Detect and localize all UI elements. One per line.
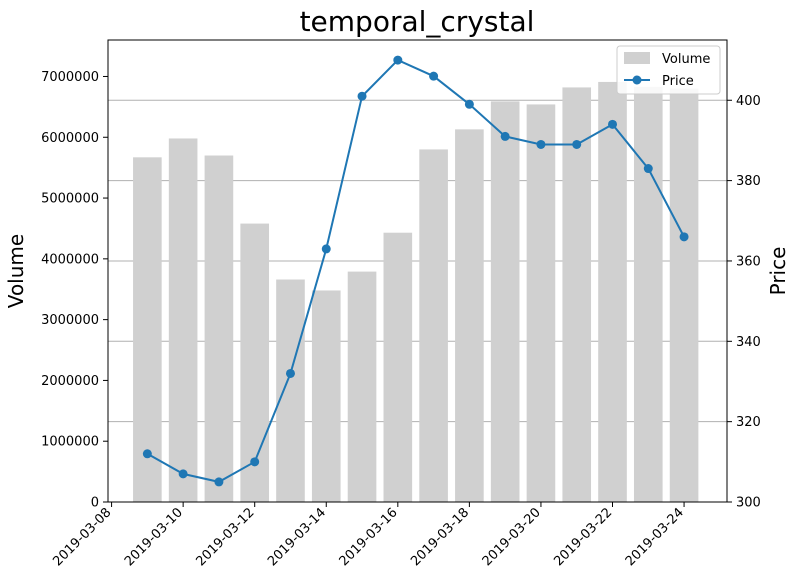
x-tick-label: 2019-03-16 <box>337 505 401 569</box>
x-tick-label: 2019-03-08 <box>50 505 114 569</box>
plot-frame <box>107 39 728 503</box>
price-point <box>464 99 474 109</box>
price-line <box>146 58 685 483</box>
y2-tick-label: 320 <box>736 415 761 430</box>
y-axis-label: Volume <box>4 234 28 308</box>
price-point <box>393 55 403 65</box>
price-point <box>178 469 188 479</box>
y-tick-label: 2000000 <box>41 374 99 389</box>
volume-bars <box>133 81 699 503</box>
y-tick-label: 6000000 <box>41 131 99 146</box>
y2-axis-label: Price <box>766 247 790 296</box>
price-point <box>321 244 331 254</box>
volume-bar <box>133 157 162 503</box>
price-point <box>536 139 546 149</box>
volume-bar <box>526 104 556 503</box>
volume-bar <box>311 290 341 502</box>
volume-bar <box>168 138 198 502</box>
price-point <box>608 119 618 129</box>
x-tick-label: 2019-03-22 <box>551 505 615 569</box>
y2-tick-label: 300 <box>736 496 761 511</box>
volume-bar <box>276 279 305 502</box>
volume-bar <box>419 149 448 502</box>
volume-bar <box>669 88 699 502</box>
price-point <box>250 457 260 467</box>
x-tick-label: 2019-03-14 <box>265 505 329 569</box>
y-tick-label: 1000000 <box>41 435 99 450</box>
y-tick-label: 5000000 <box>41 192 99 207</box>
price-point <box>643 164 653 174</box>
x-tick-label: 2019-03-20 <box>480 505 544 569</box>
legend-swatch-volume <box>624 52 650 64</box>
volume-bar <box>204 155 234 502</box>
volume-bar <box>598 81 627 503</box>
y-tick-label: 4000000 <box>41 252 99 267</box>
volume-bar <box>383 232 413 502</box>
price-point <box>429 71 439 81</box>
volume-bar <box>633 86 663 502</box>
volume-bar <box>347 271 377 502</box>
volume-bar <box>240 223 270 502</box>
volume-bar <box>562 87 592 503</box>
volume-bar <box>490 101 520 502</box>
y2-tick-label: 340 <box>736 335 761 350</box>
legend-label-volume: Volume <box>662 52 710 67</box>
legend: Volume Price <box>616 45 721 95</box>
y-tick-label: 3000000 <box>41 313 99 328</box>
price-point <box>500 131 510 141</box>
price-point <box>285 368 295 378</box>
y-tick-label: 7000000 <box>41 70 99 85</box>
y2-tick-label: 400 <box>736 94 761 109</box>
legend-marker-price <box>632 75 642 85</box>
price-point <box>357 91 367 101</box>
y-tick-label: 0 <box>91 496 99 511</box>
chart-title: temporal_crystal <box>300 5 535 38</box>
legend-label-price: Price <box>662 74 694 89</box>
price-point <box>679 232 689 242</box>
x-tick-label: 2019-03-24 <box>623 505 687 569</box>
price-line-series <box>142 55 689 487</box>
x-tick-label: 2019-03-18 <box>408 505 472 569</box>
x-tick-label: 2019-03-10 <box>122 505 186 569</box>
y2-tick-label: 380 <box>736 174 761 189</box>
price-point <box>142 449 152 459</box>
x-tick-label: 2019-03-12 <box>193 505 257 569</box>
y2-tick-label: 360 <box>736 254 761 269</box>
price-point <box>214 477 224 487</box>
price-point <box>572 139 582 149</box>
volume-bar <box>455 129 484 502</box>
